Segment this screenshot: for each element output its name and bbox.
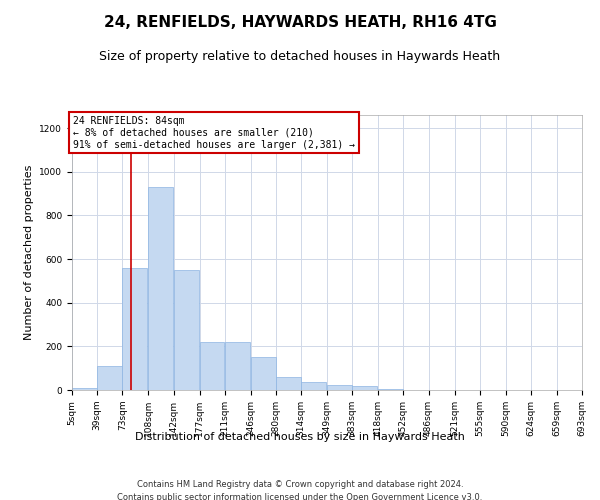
Bar (148, 187, 173, 390)
Bar (199, 342, 224, 390)
Bar (378, 389, 403, 390)
Bar (122, 268, 148, 390)
Bar (225, 342, 250, 390)
Text: 24 RENFIELDS: 84sqm
← 8% of detached houses are smaller (210)
91% of semi-detach: 24 RENFIELDS: 84sqm ← 8% of detached hou… (73, 116, 355, 150)
Bar (276, 377, 301, 390)
Text: 24, RENFIELDS, HAYWARDS HEATH, RH16 4TG: 24, RENFIELDS, HAYWARDS HEATH, RH16 4TG (104, 15, 496, 30)
Text: Contains public sector information licensed under the Open Government Licence v3: Contains public sector information licen… (118, 492, 482, 500)
Y-axis label: Number of detached properties: Number of detached properties (24, 165, 34, 340)
Bar (327, 384, 352, 390)
Bar (97, 366, 122, 390)
Bar (301, 382, 326, 390)
Text: Distribution of detached houses by size in Haywards Heath: Distribution of detached houses by size … (135, 432, 465, 442)
Bar (173, 270, 199, 390)
Bar (251, 358, 275, 390)
Bar (72, 388, 97, 390)
Text: Size of property relative to detached houses in Haywards Heath: Size of property relative to detached ho… (100, 50, 500, 63)
Text: Contains HM Land Registry data © Crown copyright and database right 2024.: Contains HM Land Registry data © Crown c… (137, 480, 463, 489)
Bar (352, 386, 377, 390)
